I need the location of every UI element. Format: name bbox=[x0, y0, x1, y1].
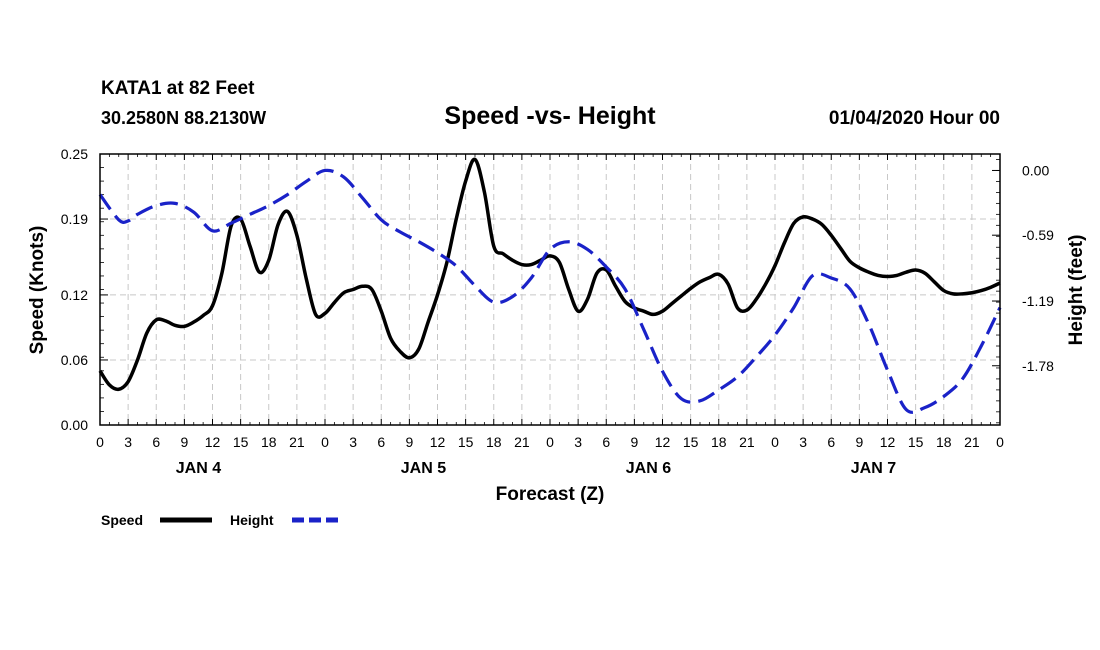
x-tick-label: 0 bbox=[771, 434, 779, 450]
chart-title: Speed -vs- Height bbox=[444, 102, 656, 130]
x-tick-label: 9 bbox=[855, 434, 863, 450]
y-right-tick-label: -1.78 bbox=[1022, 358, 1054, 374]
day-label: JAN 5 bbox=[401, 460, 446, 477]
y-axis-left-title: Speed (Knots) bbox=[27, 226, 48, 355]
series-line-height bbox=[98, 168, 1002, 414]
x-tick-label: 6 bbox=[602, 434, 610, 450]
y-left-tick-label: 0.25 bbox=[61, 146, 88, 162]
x-tick-label: 0 bbox=[321, 434, 329, 450]
x-tick-label: 18 bbox=[261, 434, 277, 450]
x-tick-label: 18 bbox=[711, 434, 727, 450]
y-left-tick-label: 0.19 bbox=[61, 211, 88, 227]
legend-height-label: Height bbox=[230, 512, 274, 528]
x-tick-label: 18 bbox=[936, 434, 952, 450]
x-tick-label: 0 bbox=[546, 434, 554, 450]
coords-label: 30.2580N 88.2130W bbox=[101, 108, 266, 128]
day-label: JAN 4 bbox=[176, 460, 221, 477]
legend: Speed Height bbox=[101, 512, 342, 528]
x-tick-label: 3 bbox=[574, 434, 582, 450]
y-right-tick-label: -1.19 bbox=[1022, 293, 1054, 309]
x-axis-title: Forecast (Z) bbox=[496, 484, 605, 505]
x-tick-label: 12 bbox=[880, 434, 896, 450]
legend-speed-label: Speed bbox=[101, 512, 143, 528]
x-tick-label: 9 bbox=[180, 434, 188, 450]
x-tick-label: 21 bbox=[964, 434, 980, 450]
y-left-tick-label: 0.00 bbox=[61, 417, 88, 433]
series-line-speed bbox=[98, 157, 1001, 392]
station-label: KATA1 at 82 Feet bbox=[101, 78, 255, 99]
x-tick-label: 3 bbox=[799, 434, 807, 450]
x-tick-label: 3 bbox=[124, 434, 132, 450]
gridlines bbox=[100, 154, 1000, 425]
x-tick-label: 0 bbox=[996, 434, 1004, 450]
series-lines bbox=[98, 157, 1002, 414]
x-tick-label: 21 bbox=[289, 434, 305, 450]
y-left-tick-label: 0.06 bbox=[61, 352, 88, 368]
y-right-tick-label: -0.59 bbox=[1022, 227, 1054, 243]
x-tick-label: 15 bbox=[683, 434, 699, 450]
plot-frame bbox=[99, 153, 1001, 426]
x-tick-label: 12 bbox=[430, 434, 446, 450]
x-tick-label: 21 bbox=[739, 434, 755, 450]
x-tick-label: 6 bbox=[377, 434, 385, 450]
tick-labels: 0 3 6 9 12 15 18 21 0 3 6 9 12 15 18 21 0 3 6 9 12 15 18 21 0 3 6 9… bbox=[61, 146, 1054, 477]
x-tick-label: 9 bbox=[630, 434, 638, 450]
day-label: JAN 7 bbox=[851, 460, 896, 477]
x-tick-label: 9 bbox=[405, 434, 413, 450]
x-tick-label: 3 bbox=[349, 434, 357, 450]
x-tick-label: 0 bbox=[96, 434, 104, 450]
x-tick-label: 12 bbox=[205, 434, 221, 450]
x-tick-label: 15 bbox=[908, 434, 924, 450]
x-tick-label: 6 bbox=[827, 434, 835, 450]
x-tick-label: 6 bbox=[152, 434, 160, 450]
timestamp-label: 01/04/2020 Hour 00 bbox=[829, 108, 1000, 129]
y-axis-right-title: Height (feet) bbox=[1066, 235, 1087, 346]
x-tick-label: 18 bbox=[486, 434, 502, 450]
x-tick-label: 12 bbox=[655, 434, 671, 450]
y-right-tick-label: 0.00 bbox=[1022, 162, 1049, 178]
y-left-tick-label: 0.12 bbox=[61, 287, 88, 303]
day-label: JAN 6 bbox=[626, 460, 671, 477]
x-tick-label: 15 bbox=[233, 434, 249, 450]
x-tick-label: 21 bbox=[514, 434, 530, 450]
x-tick-label: 15 bbox=[458, 434, 474, 450]
